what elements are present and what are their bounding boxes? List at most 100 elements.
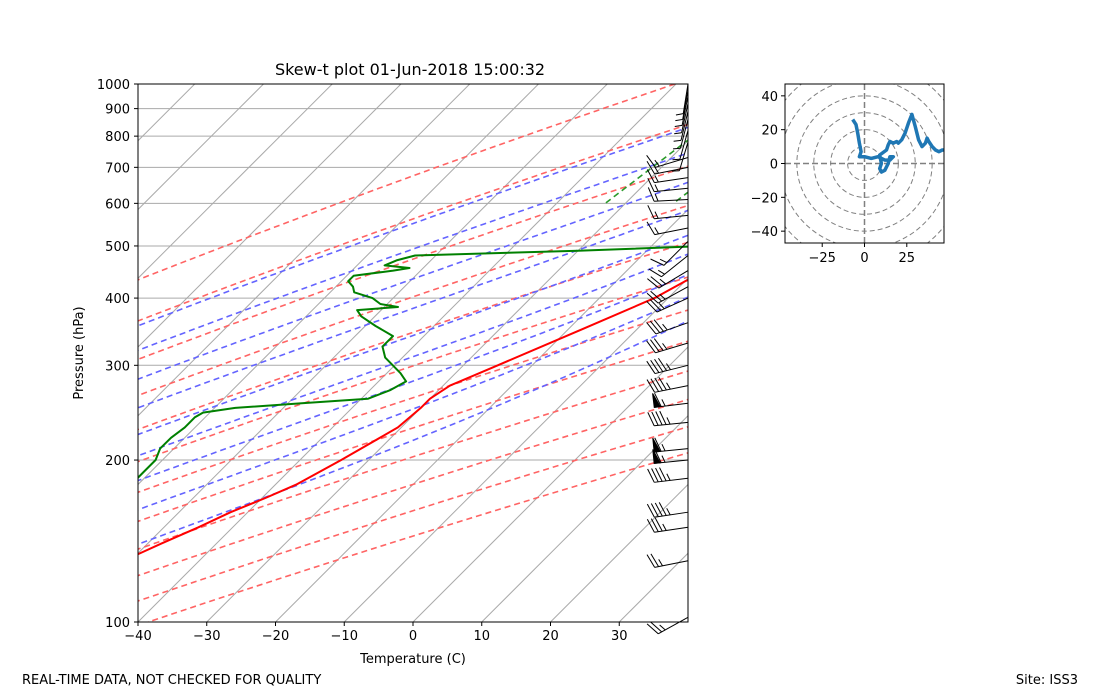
- mixing-ratio-line: [922, 84, 1097, 203]
- dry-adiabat: [138, 123, 688, 322]
- mixing-ratio-line: [980, 84, 1100, 203]
- hodograph-line: [851, 112, 944, 174]
- hodograph-y-tick-label: 20: [761, 124, 778, 139]
- hodograph-y-ticks: −40 −20 0 20 40: [751, 90, 785, 240]
- wind-barb: [671, 141, 689, 172]
- wind-barb: [647, 187, 689, 202]
- dry-adiabat: [138, 84, 676, 281]
- wind-barb: [646, 517, 689, 533]
- wind-barb: [652, 437, 689, 453]
- hodograph-y-tick-label: 0: [770, 158, 778, 173]
- moist-adiabat: [138, 126, 688, 327]
- wind-barb: [652, 392, 689, 408]
- x-tick-label: 10: [473, 629, 490, 644]
- y-tick-label: 500: [105, 240, 130, 255]
- wind-barb: [646, 297, 689, 313]
- x-tick-label: 20: [542, 629, 559, 644]
- isotherm-line: [138, 84, 402, 348]
- wind-barb: [646, 502, 689, 518]
- wind-barb: [673, 119, 689, 150]
- x-tick-label: 0: [409, 629, 417, 644]
- dewpoint-profile: [138, 245, 688, 480]
- chart-title: Skew-t plot 01-Jun-2018 15:00:32: [275, 60, 545, 79]
- isotherm-line: [275, 208, 688, 622]
- wind-barb: [646, 616, 689, 635]
- isotherm-line: [138, 84, 539, 486]
- wind-barb: [647, 178, 689, 193]
- dry-adiabat: [138, 370, 688, 550]
- wind-barb: [647, 205, 689, 220]
- x-tick-label: 30: [611, 629, 628, 644]
- temperature-profile: [138, 278, 688, 556]
- wind-barb: [672, 130, 689, 161]
- hodograph-plot: −25 0 25 −40 −20 0 20 40: [751, 83, 945, 266]
- profile-lines: [138, 245, 688, 556]
- x-axis-label: Temperature (C): [359, 652, 466, 667]
- wind-barb: [647, 467, 689, 483]
- y-tick-label: 900: [105, 103, 130, 118]
- dry-adiabat: [138, 309, 688, 494]
- hodograph-x-tick-label: −25: [808, 251, 835, 266]
- site-label: Site: ISS3: [1015, 673, 1078, 688]
- x-tick-label: −20: [262, 629, 289, 644]
- background-lines: [0, 84, 1100, 622]
- y-tick-label: 1000: [97, 78, 130, 93]
- x-tick-label: −40: [124, 629, 151, 644]
- wind-barb: [646, 376, 689, 393]
- x-tick-label: −10: [331, 629, 358, 644]
- skew-t-plot: −40 −30 −20 −10 0 10 20 30 10020030040050060070…: [0, 60, 1100, 667]
- wind-barb: [674, 103, 689, 135]
- wind-barb: [646, 553, 689, 568]
- hodograph-y-tick-label: 40: [761, 90, 778, 105]
- moist-adiabat: [138, 181, 688, 381]
- isotherm-line: [343, 277, 688, 622]
- wind-barb: [646, 161, 689, 175]
- hodograph-area: [785, 84, 944, 243]
- hodograph-x-tick-label: 25: [899, 251, 916, 266]
- isotherm-line: [138, 84, 471, 417]
- hodograph-x-tick-label: 0: [860, 251, 868, 266]
- y-tick-label: 200: [105, 454, 130, 469]
- plot-area: [138, 84, 688, 622]
- wind-barb: [646, 169, 689, 184]
- isotherm-line: [138, 84, 264, 211]
- y-tick-label: 600: [105, 197, 130, 212]
- wind-barb: [650, 240, 689, 266]
- wind-barb: [647, 270, 689, 289]
- isotherm-line: [550, 483, 688, 622]
- dry-adiabat: [138, 276, 688, 463]
- hodograph-y-tick-label: −20: [751, 191, 778, 206]
- x-axis-ticks: −40 −30 −20 −10 0 10 20 30: [124, 622, 628, 644]
- wind-barb: [675, 83, 689, 116]
- isotherm-line: [412, 346, 688, 622]
- hodograph-y-tick-label: −40: [751, 225, 778, 240]
- hodograph-x-ticks: −25 0 25: [808, 243, 915, 266]
- moist-adiabat: [138, 152, 688, 352]
- wind-barb: [647, 410, 689, 427]
- moist-adiabat: [138, 296, 688, 511]
- y-axis-label: Pressure (hPa): [72, 306, 87, 399]
- wind-barb: [646, 357, 689, 375]
- y-tick-label: 700: [105, 161, 130, 176]
- dry-adiabat: [138, 398, 688, 577]
- isotherm-line: [138, 84, 608, 554]
- isotherm-line: [481, 415, 688, 622]
- mixing-ratio-line: [945, 84, 1100, 203]
- wind-barb: [646, 319, 689, 335]
- x-tick-label: −30: [193, 629, 220, 644]
- wind-barbs: [646, 83, 689, 635]
- wind-barb: [646, 338, 689, 354]
- isotherm-line: [0, 84, 57, 622]
- wind-barb: [648, 255, 689, 278]
- y-axis-ticks: 100 200 300 400 500 600 700 800 900 1000: [97, 78, 138, 631]
- wind-barb: [675, 89, 689, 122]
- wind-barb: [673, 111, 689, 142]
- y-tick-label: 400: [105, 292, 130, 307]
- y-tick-label: 800: [105, 130, 130, 145]
- quality-disclaimer: REAL-TIME DATA, NOT CHECKED FOR QUALITY: [22, 673, 322, 688]
- hodograph-trace: [851, 112, 944, 174]
- isotherm-line: [138, 84, 333, 279]
- y-tick-label: 300: [105, 359, 130, 374]
- y-tick-label: 100: [105, 616, 130, 631]
